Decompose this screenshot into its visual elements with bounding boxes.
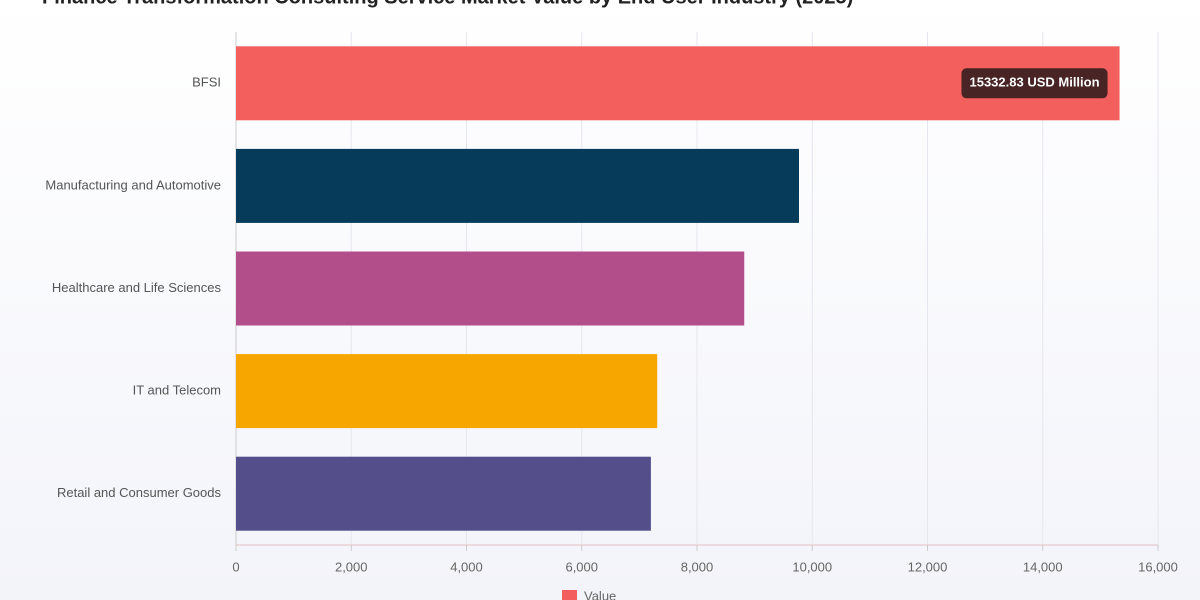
bar bbox=[236, 456, 651, 531]
data-label-group: 15332.83 USD Million bbox=[961, 68, 1108, 99]
x-tick-label: 8,000 bbox=[681, 559, 714, 574]
x-tick-label: 10,000 bbox=[792, 559, 832, 574]
legend-label: Value bbox=[584, 588, 616, 600]
y-tick-label: Healthcare and Life Sciences bbox=[52, 280, 222, 295]
x-tick-label: 12,000 bbox=[908, 559, 948, 574]
x-tick-label: 4,000 bbox=[450, 559, 483, 574]
data-label-bg bbox=[961, 68, 1108, 99]
bar bbox=[236, 354, 658, 429]
bar bbox=[236, 148, 799, 223]
x-tick-label: 14,000 bbox=[1023, 559, 1063, 574]
y-tick-label: Retail and Consumer Goods bbox=[57, 485, 222, 500]
bar bbox=[236, 251, 745, 326]
y-tick-label: BFSI bbox=[192, 75, 221, 90]
y-tick-label: IT and Telecom bbox=[133, 383, 221, 398]
x-tick-label: 6,000 bbox=[565, 559, 598, 574]
x-tick-label: 16,000 bbox=[1138, 559, 1178, 574]
x-tick-label: 2,000 bbox=[335, 559, 368, 574]
data-label: 15332.83 USD Million bbox=[969, 75, 1099, 90]
y-tick-label: Manufacturing and Automotive bbox=[45, 177, 221, 192]
chart-title: Finance Transformation Consulting Servic… bbox=[42, 0, 853, 8]
x-tick-label: 0 bbox=[232, 559, 239, 574]
legend-swatch bbox=[562, 590, 577, 600]
